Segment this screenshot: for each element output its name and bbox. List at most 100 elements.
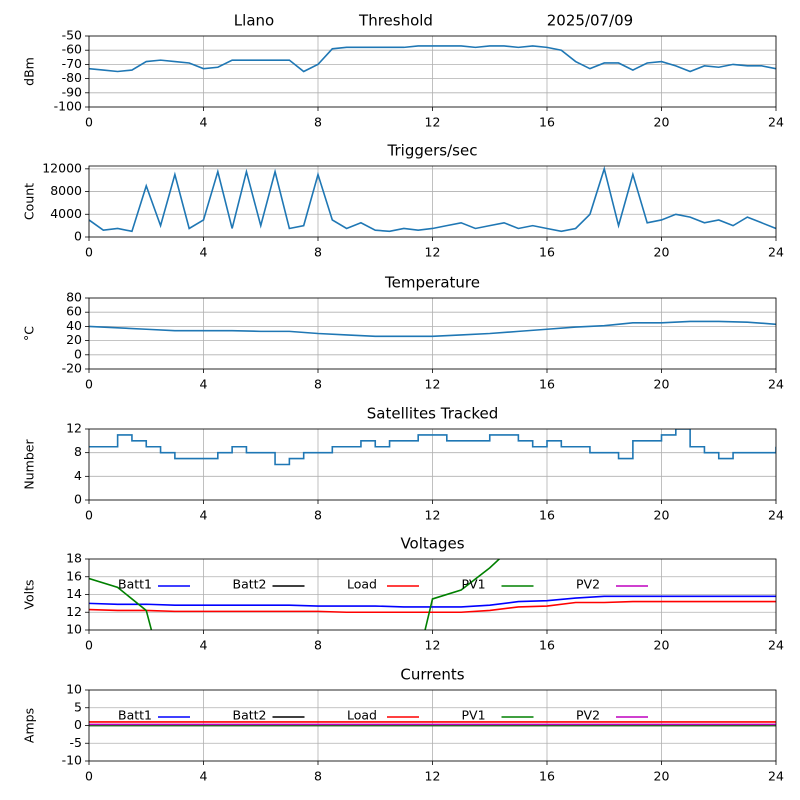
series-line [89,320,776,338]
x-tick-label: 12 [425,508,441,523]
y-tick-label: 12 [66,604,82,619]
x-tick-label: 16 [539,769,555,784]
panel: Satellites Tracked Number 0 4 8 12 16 20 24 0 4 8 12 [22,405,784,523]
legend-label: Batt1 [118,577,152,592]
x-tick-label: 24 [768,638,784,653]
x-tick-label: 24 [768,377,784,392]
x-tick-label: 8 [314,508,322,523]
y-axis-label: Amps [22,708,37,743]
y-tick-label: 20 [66,332,82,347]
y-axis-label: Number [22,439,37,490]
legend-label: PV2 [576,577,600,592]
y-tick-label: 16 [66,568,82,583]
y-tick-label: 4000 [50,206,82,221]
x-tick-label: 12 [425,115,441,130]
x-tick-label: 24 [768,115,784,130]
y-tick-label: 0 [74,346,82,361]
y-tick-label: 40 [66,318,82,333]
y-tick-label: 0 [74,492,82,507]
date: 2025/07/09 [547,12,633,30]
y-tick-label: -100 [54,99,82,114]
x-tick-label: 12 [425,638,441,653]
x-tick-label: 0 [85,115,93,130]
plot-frame [88,558,777,631]
chart-title: Threshold [358,12,433,30]
x-tick-label: 24 [768,245,784,260]
x-tick-label: 8 [314,769,322,784]
x-tick-label: 20 [654,377,670,392]
x-tick-label: 0 [85,245,93,260]
series-line [89,429,776,466]
series-line [89,166,776,233]
y-tick-label: -60 [62,42,82,57]
y-tick-label: -70 [62,56,82,71]
x-tick-label: 8 [314,638,322,653]
series-line [89,45,776,73]
x-tick-label: 0 [85,769,93,784]
chart-title: Satellites Tracked [367,405,498,423]
y-axis-label: °C [22,326,37,341]
y-tick-label: 12000 [42,160,82,175]
x-tick-label: 4 [200,508,208,523]
y-tick-label: -5 [70,735,82,750]
y-tick-label: 10 [66,682,82,697]
x-tick-label: 0 [85,377,93,392]
y-tick-label: 8 [74,444,82,459]
x-tick-label: 24 [768,508,784,523]
x-tick-label: 12 [425,377,441,392]
x-tick-label: 12 [425,769,441,784]
y-tick-label: 60 [66,304,82,319]
panel: Triggers/sec Count 0 4 8 12 16 20 24 0 4000 8000 120… [22,142,784,260]
x-tick-label: 4 [200,245,208,260]
x-tick-label: 0 [85,508,93,523]
panel: Voltages Volts 0 4 8 12 16 20 24 10 12 14 16 18 Batt1 B… [22,535,784,653]
x-tick-label: 16 [539,508,555,523]
legend-label: Batt2 [233,708,267,723]
legend-label: Batt2 [233,577,267,592]
x-tick-label: 4 [200,115,208,130]
x-tick-label: 24 [768,769,784,784]
y-tick-label: -10 [62,753,82,768]
legend-label: PV2 [576,708,600,723]
y-tick-label: -90 [62,84,82,99]
y-tick-label: 10 [66,622,82,637]
legend-label: Load [347,577,377,592]
y-tick-label: 8000 [50,183,82,198]
x-tick-label: 20 [654,245,670,260]
x-tick-label: 20 [654,115,670,130]
y-tick-label: 4 [74,468,82,483]
y-axis-label: dBm [22,57,37,86]
plot-frame [88,428,777,501]
x-tick-label: 4 [200,638,208,653]
x-tick-label: 8 [314,245,322,260]
chart-title: Voltages [400,535,464,553]
series-line [89,559,501,630]
legend-label: Batt1 [118,708,152,723]
series-line [89,595,776,608]
plot-frame [88,35,777,108]
legend-label: PV1 [462,708,486,723]
x-tick-label: 4 [200,769,208,784]
y-tick-label: -50 [62,28,82,43]
x-tick-label: 0 [85,638,93,653]
series-line [89,600,776,614]
panel: Currents Amps 0 4 8 12 16 20 24 -10 -5 0 5 10 Batt1 Bat… [22,666,784,784]
y-tick-label: 0 [74,229,82,244]
plot-frame [88,689,777,762]
legend-label: Load [347,708,377,723]
y-axis-label: Volts [22,579,37,609]
y-tick-label: -20 [62,361,82,376]
plot-frame [88,165,777,238]
x-tick-label: 4 [200,377,208,392]
y-tick-label: -80 [62,70,82,85]
x-tick-label: 20 [654,769,670,784]
x-tick-label: 8 [314,377,322,392]
x-tick-label: 16 [539,245,555,260]
legend-label: PV1 [462,577,486,592]
x-tick-label: 16 [539,115,555,130]
x-tick-label: 8 [314,115,322,130]
x-tick-label: 20 [654,638,670,653]
y-tick-label: 0 [74,717,82,732]
y-tick-label: 5 [74,699,82,714]
